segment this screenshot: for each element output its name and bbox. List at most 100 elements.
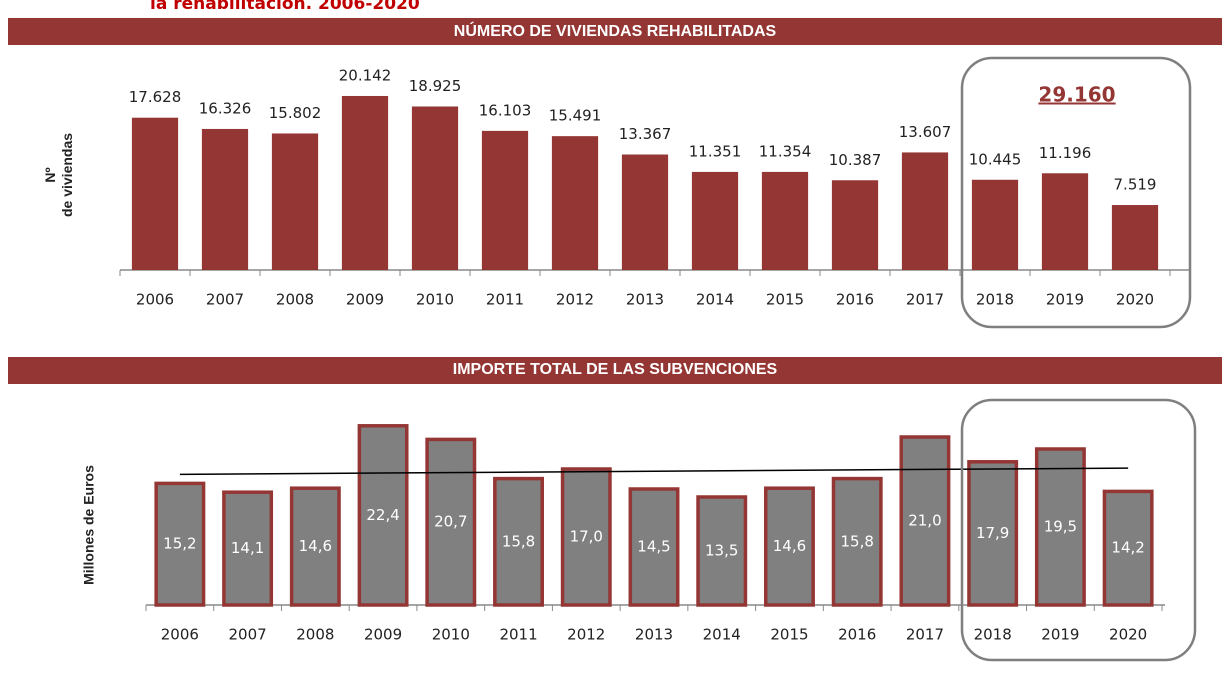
x-tick-label: 2009 bbox=[364, 626, 402, 644]
x-tick-label: 2013 bbox=[635, 626, 673, 644]
bar bbox=[691, 171, 739, 270]
bar bbox=[154, 481, 206, 607]
bar bbox=[201, 128, 249, 270]
bar bbox=[901, 152, 949, 270]
title-band bbox=[8, 357, 1222, 384]
data-label: 15.491 bbox=[549, 107, 602, 125]
bar bbox=[761, 171, 809, 270]
x-tick-label: 2015 bbox=[766, 291, 804, 309]
x-tick-label: 2020 bbox=[1109, 626, 1147, 644]
bar bbox=[411, 106, 459, 270]
y-axis-label: Nº bbox=[42, 167, 58, 182]
x-tick-label: 2018 bbox=[974, 626, 1012, 644]
data-label: 14,2 bbox=[1111, 539, 1144, 557]
bar bbox=[696, 495, 748, 607]
x-tick-label: 2011 bbox=[486, 291, 524, 309]
data-label: 16.326 bbox=[199, 99, 252, 117]
x-tick-label: 2014 bbox=[703, 626, 741, 644]
bar bbox=[425, 437, 477, 607]
bar bbox=[899, 435, 951, 607]
data-label: 14,1 bbox=[231, 539, 264, 557]
bar bbox=[971, 179, 1019, 270]
data-label: 11.196 bbox=[1039, 144, 1092, 162]
chart-title: IMPORTE TOTAL DE LAS SUBVENCIONES bbox=[453, 361, 778, 378]
x-tick-label: 2008 bbox=[296, 626, 334, 644]
x-tick-label: 2014 bbox=[696, 291, 734, 309]
data-label: 16.103 bbox=[479, 101, 532, 119]
data-label: 22,4 bbox=[366, 506, 399, 524]
x-tick-label: 2009 bbox=[346, 291, 384, 309]
x-tick-label: 2007 bbox=[206, 291, 244, 309]
x-tick-label: 2017 bbox=[906, 291, 944, 309]
bar bbox=[764, 486, 815, 607]
data-label: 13,5 bbox=[705, 542, 738, 560]
x-tick-label: 2010 bbox=[432, 626, 470, 644]
x-tick-label: 2012 bbox=[567, 626, 605, 644]
x-tick-label: 2016 bbox=[838, 626, 876, 644]
data-label: 13.367 bbox=[619, 125, 672, 143]
data-label: 17,0 bbox=[570, 528, 603, 546]
data-label: 20.142 bbox=[339, 66, 392, 84]
highlight-box bbox=[960, 398, 1197, 662]
x-tick-label: 2015 bbox=[770, 626, 808, 644]
x-tick-label: 2006 bbox=[161, 626, 199, 644]
bar bbox=[831, 180, 879, 270]
bar bbox=[1041, 173, 1089, 270]
bar bbox=[357, 424, 409, 607]
bar bbox=[131, 117, 179, 270]
bar bbox=[621, 154, 669, 270]
bar bbox=[341, 95, 389, 271]
bar bbox=[1111, 205, 1159, 270]
bar bbox=[967, 460, 1019, 607]
chart-title: NÚMERO DE VIVIENDAS REHABILITADAS bbox=[454, 21, 777, 40]
data-label: 10.445 bbox=[969, 150, 1022, 168]
data-label: 18.925 bbox=[409, 77, 462, 95]
data-label: 15.802 bbox=[269, 104, 322, 122]
data-label: 19,5 bbox=[1044, 518, 1077, 536]
bar bbox=[560, 467, 612, 607]
data-label: 10.387 bbox=[829, 151, 882, 169]
data-label: 21,0 bbox=[908, 512, 941, 530]
bar bbox=[222, 490, 274, 607]
trend-line bbox=[179, 467, 1129, 476]
bar bbox=[481, 130, 529, 270]
highlight-box bbox=[960, 56, 1192, 329]
page-header: la rehabilitación. 2006-2020 bbox=[150, 0, 420, 14]
x-tick-label: 2010 bbox=[416, 291, 454, 309]
data-label: 15,8 bbox=[502, 532, 535, 550]
x-tick-label: 2020 bbox=[1116, 291, 1154, 309]
data-label: 17.628 bbox=[129, 88, 182, 106]
x-tick-label: 2018 bbox=[976, 291, 1014, 309]
bar bbox=[551, 136, 599, 270]
data-label: 14,5 bbox=[637, 538, 670, 556]
data-label: 13.607 bbox=[899, 123, 952, 141]
bar bbox=[628, 487, 680, 607]
x-tick-label: 2007 bbox=[229, 626, 267, 644]
data-label: 15,2 bbox=[163, 535, 196, 553]
bar bbox=[271, 133, 319, 270]
annotation: 29.160 bbox=[1038, 83, 1115, 107]
bar bbox=[1102, 489, 1154, 607]
data-label: 11.351 bbox=[689, 142, 742, 160]
bar bbox=[831, 476, 883, 607]
x-tick-label: 2006 bbox=[136, 291, 174, 309]
bar bbox=[1034, 447, 1086, 607]
x-tick-label: 2019 bbox=[1041, 626, 1079, 644]
x-tick-label: 2013 bbox=[626, 291, 664, 309]
bar bbox=[289, 486, 341, 607]
data-label: 15,8 bbox=[840, 532, 873, 550]
title-band bbox=[8, 18, 1222, 45]
data-label: 14,6 bbox=[773, 537, 806, 555]
data-label: 11.354 bbox=[759, 142, 812, 160]
x-tick-label: 2008 bbox=[276, 291, 314, 309]
data-label: 14,6 bbox=[299, 537, 332, 555]
y-axis-label: Millones de Euros bbox=[81, 465, 97, 585]
y-axis-label: de viviendas bbox=[59, 133, 75, 217]
x-tick-label: 2019 bbox=[1046, 291, 1084, 309]
data-label: 17,9 bbox=[976, 524, 1009, 542]
x-tick-label: 2016 bbox=[836, 291, 874, 309]
x-tick-label: 2011 bbox=[499, 626, 537, 644]
x-tick-label: 2017 bbox=[906, 626, 944, 644]
x-tick-label: 2012 bbox=[556, 291, 594, 309]
